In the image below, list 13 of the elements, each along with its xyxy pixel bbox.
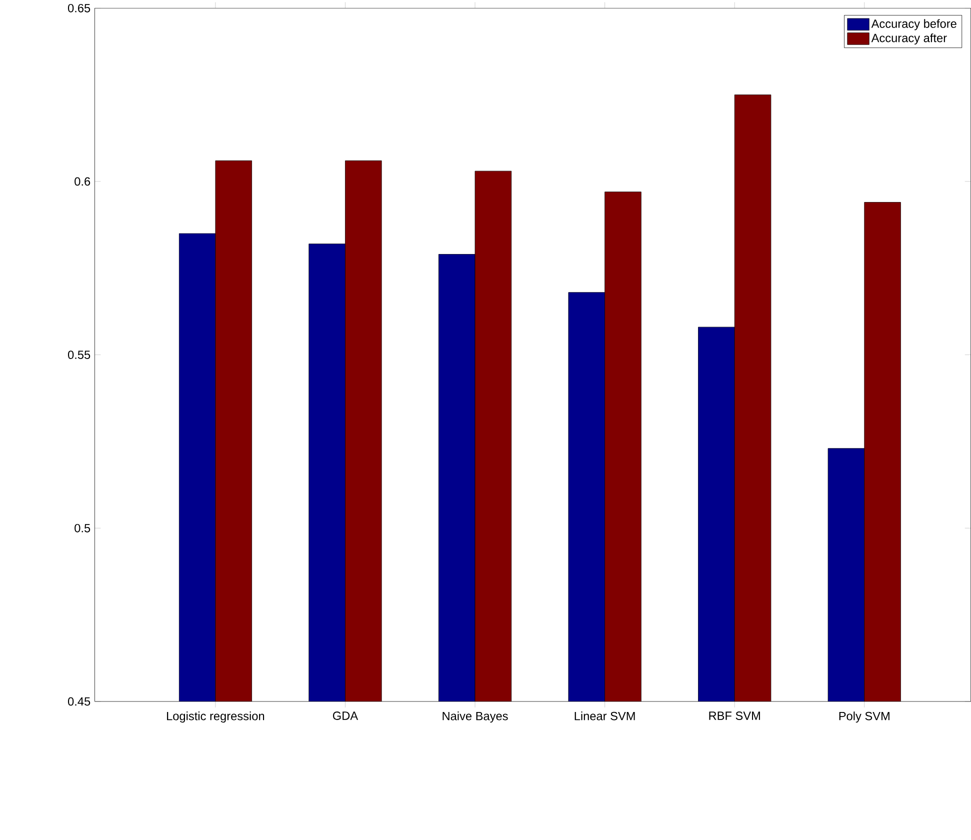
y-tick-label: 0.65 [68,4,90,12]
x-tick-label: RBF SVM [709,711,760,720]
y-tick-label: 0.5 [74,524,90,532]
x-tick-label: Logistic regression [167,711,264,723]
x-tick-label: GDA [332,711,358,720]
y-tick-label: 0.6 [74,177,90,186]
x-tick-label: Linear SVM [574,711,635,720]
legend-label: Accuracy after [871,33,947,44]
x-tick-label: Poly SVM [839,711,890,723]
y-tick-label: 0.55 [68,350,90,359]
x-tick-label: Naive Bayes [442,711,508,723]
legend-label: Accuracy before [871,19,956,30]
y-tick-label: 0.45 [68,697,90,706]
